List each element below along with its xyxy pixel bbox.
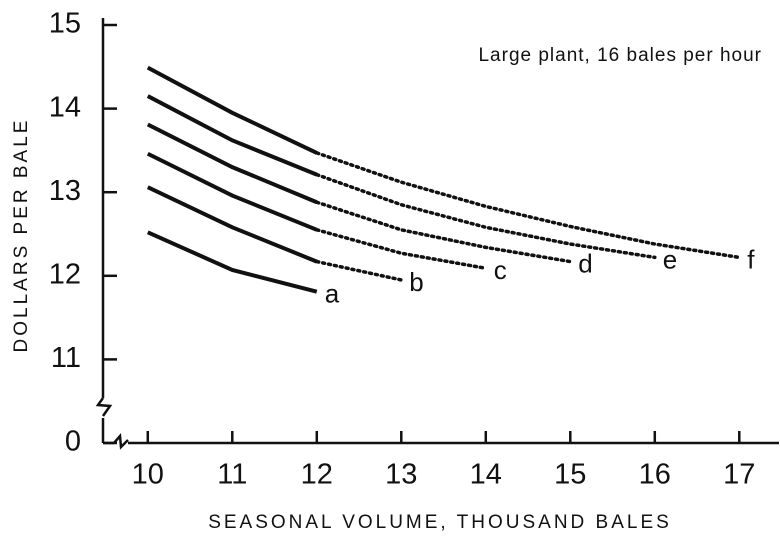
x-axis-break [113,432,129,450]
x-tick-label: 11 [217,459,247,491]
x-tick-label: 15 [554,459,586,491]
x-tick-label: 10 [132,459,164,491]
y-tick-label: 13 [49,175,81,207]
y-tick-label: 15 [49,8,81,40]
x-axis-title: SEASONAL VOLUME, THOUSAND BALES [208,512,672,533]
axes [95,18,779,450]
x-tick-label: 13 [385,459,417,491]
y-tick-label: 14 [49,91,81,123]
x-tick-label: 16 [639,459,671,491]
line [146,122,318,205]
curve-label: a [325,279,340,309]
y-axis-title: DOLLARS PER BALE [11,118,32,353]
curve-label: c [494,255,507,285]
projected-line [315,172,657,260]
line [146,94,318,177]
line [146,151,318,232]
y-tick-label: 11 [51,342,81,374]
curve-label: e [663,244,677,274]
line [146,65,318,155]
annotation: Large plant, 16 bales per hour [478,45,762,66]
y-tick-label: 12 [49,258,81,290]
projected-line [315,259,404,282]
curve-label: d [578,248,592,278]
x-tick-label: 12 [301,459,333,491]
x-tick-label: 17 [723,459,755,491]
y-axis-break [95,397,113,417]
y-tick-label: 0 [65,426,81,458]
curve-label: b [409,267,423,297]
projected-line [315,228,488,271]
line [146,185,318,264]
curve-label: f [747,244,755,274]
x-tick-label: 14 [470,459,502,491]
line [146,230,318,294]
projected-line [315,200,573,264]
projected-line [315,151,742,260]
